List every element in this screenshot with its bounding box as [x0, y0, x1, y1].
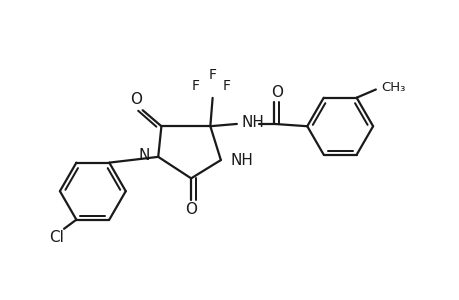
Text: Cl: Cl: [49, 230, 64, 245]
Text: N: N: [138, 148, 150, 163]
Text: F: F: [191, 79, 199, 92]
Text: NH: NH: [230, 153, 253, 168]
Text: F: F: [208, 68, 216, 82]
Text: CH₃: CH₃: [381, 81, 405, 94]
Text: O: O: [185, 202, 197, 217]
Text: O: O: [130, 92, 142, 107]
Text: NH: NH: [241, 115, 264, 130]
Text: F: F: [222, 79, 230, 92]
Text: O: O: [270, 85, 282, 100]
